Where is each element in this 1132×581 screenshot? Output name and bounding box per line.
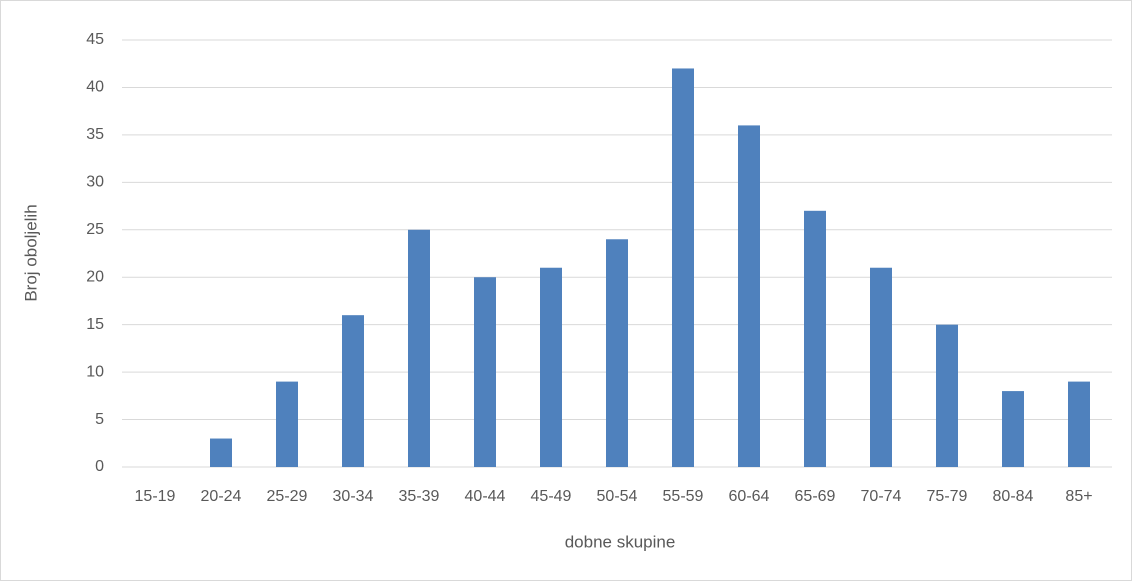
- x-tick-label: 20-24: [201, 488, 242, 505]
- y-tick-label: 35: [86, 126, 104, 143]
- bar: [738, 125, 760, 468]
- x-tick-label: 45-49: [531, 488, 572, 505]
- x-tick-label: 30-34: [333, 488, 374, 505]
- x-tick-label: 80-84: [993, 488, 1034, 505]
- bar: [870, 267, 892, 467]
- y-tick-label: 0: [95, 458, 104, 475]
- x-tick-label: 60-64: [729, 488, 770, 505]
- x-axis-title: dobne skupine: [565, 532, 676, 551]
- y-tick-label: 10: [86, 363, 104, 380]
- bar: [408, 229, 430, 467]
- y-tick-label: 25: [86, 221, 104, 238]
- bar: [1002, 391, 1024, 467]
- y-axis-title: Broj oboljelih: [21, 204, 40, 301]
- x-tick-label: 70-74: [861, 488, 902, 505]
- x-tick-label: 85+: [1065, 488, 1092, 505]
- y-tick-label: 30: [86, 174, 104, 191]
- bar: [540, 267, 562, 467]
- bar: [1068, 381, 1090, 467]
- bar: [672, 68, 694, 467]
- x-tick-label: 15-19: [135, 488, 176, 505]
- y-tick-label: 20: [86, 268, 104, 285]
- bar: [474, 277, 496, 467]
- y-tick-label: 5: [95, 411, 104, 428]
- bar: [606, 239, 628, 467]
- x-tick-label: 55-59: [663, 488, 704, 505]
- x-tick-label: 65-69: [795, 488, 836, 505]
- y-tick-label: 45: [86, 31, 104, 48]
- bar: [210, 438, 232, 467]
- bar: [804, 210, 826, 468]
- x-tick-label: 40-44: [465, 488, 506, 505]
- x-tick-label: 75-79: [927, 488, 968, 505]
- x-tick-label: 25-29: [267, 488, 308, 505]
- bar: [342, 315, 364, 467]
- bar: [936, 324, 958, 467]
- y-tick-label: 40: [86, 79, 104, 96]
- y-tick-label: 15: [86, 316, 104, 333]
- bar: [276, 381, 298, 467]
- x-tick-label: 50-54: [597, 488, 638, 505]
- x-tick-label: 35-39: [399, 488, 440, 505]
